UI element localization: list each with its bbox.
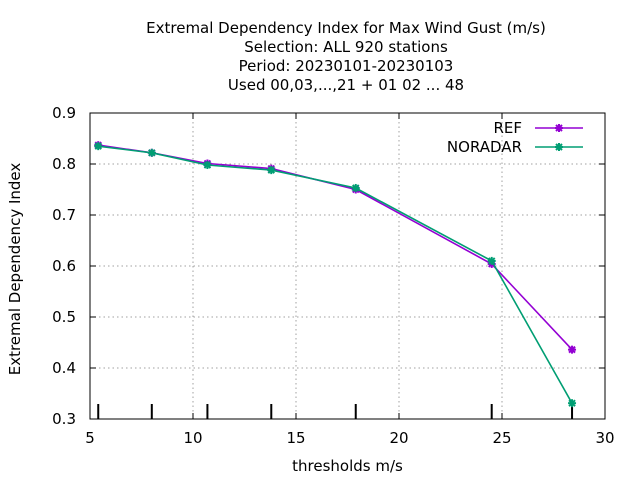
point-mark	[94, 142, 102, 150]
x-tick-label: 5	[85, 429, 95, 447]
point-mark	[352, 184, 360, 192]
series-lines	[94, 141, 577, 408]
title-line-4: Used 00,03,...,21 + 01 02 ... 48	[228, 76, 464, 94]
series-ref	[94, 141, 577, 354]
data-point	[351, 183, 360, 192]
data-point	[568, 399, 577, 408]
title-line-2: Selection: ALL 920 stations	[244, 38, 448, 56]
y-tick-label: 0.6	[52, 257, 76, 275]
data-point	[147, 148, 156, 157]
legend-label: NORADAR	[447, 138, 522, 156]
y-tick-label: 0.5	[52, 308, 76, 326]
x-tick-label: 20	[389, 429, 408, 447]
series-noradar	[94, 142, 577, 408]
y-tick-label: 0.4	[52, 359, 76, 377]
legend-label: REF	[493, 119, 522, 137]
y-tick-label: 0.8	[52, 155, 76, 173]
point-mark	[568, 399, 576, 407]
x-tick-label: 15	[286, 429, 305, 447]
grid-lines	[90, 113, 605, 419]
point-mark	[267, 166, 275, 174]
y-tick-label: 0.3	[52, 410, 76, 428]
x-tick-label: 30	[595, 429, 614, 447]
title-line-1: Extremal Dependency Index for Max Wind G…	[146, 19, 546, 37]
data-point	[94, 142, 103, 151]
series-line-ref	[98, 144, 573, 351]
point-mark	[555, 124, 563, 132]
x-tick-label: 10	[183, 429, 202, 447]
point-mark	[148, 149, 156, 157]
y-tick-label: 0.9	[52, 104, 76, 122]
y-axis-label: Extremal Dependency Index	[6, 163, 24, 376]
threshold-markers	[97, 404, 574, 419]
data-point	[568, 345, 577, 354]
data-point	[487, 256, 496, 265]
y-axis-ticks: 0.3 0.4 0.5 0.6 0.7 0.8 0.9	[52, 104, 605, 428]
y-tick-label: 0.7	[52, 206, 76, 224]
data-point	[267, 166, 276, 175]
x-axis-ticks: 5 10 15 20 25 30	[85, 113, 615, 447]
x-tick-label: 25	[492, 429, 511, 447]
data-point	[203, 161, 212, 170]
point-mark	[568, 345, 576, 354]
point-mark	[487, 257, 496, 265]
title-line-3: Period: 20230101-20230103	[239, 57, 454, 75]
point-mark	[555, 143, 563, 151]
point-mark	[203, 161, 212, 169]
legend-swatch-marker	[555, 124, 563, 132]
chart-title: Extremal Dependency Index for Max Wind G…	[146, 19, 546, 94]
legend-swatch-marker	[555, 143, 563, 151]
x-axis-label: thresholds m/s	[292, 457, 403, 475]
